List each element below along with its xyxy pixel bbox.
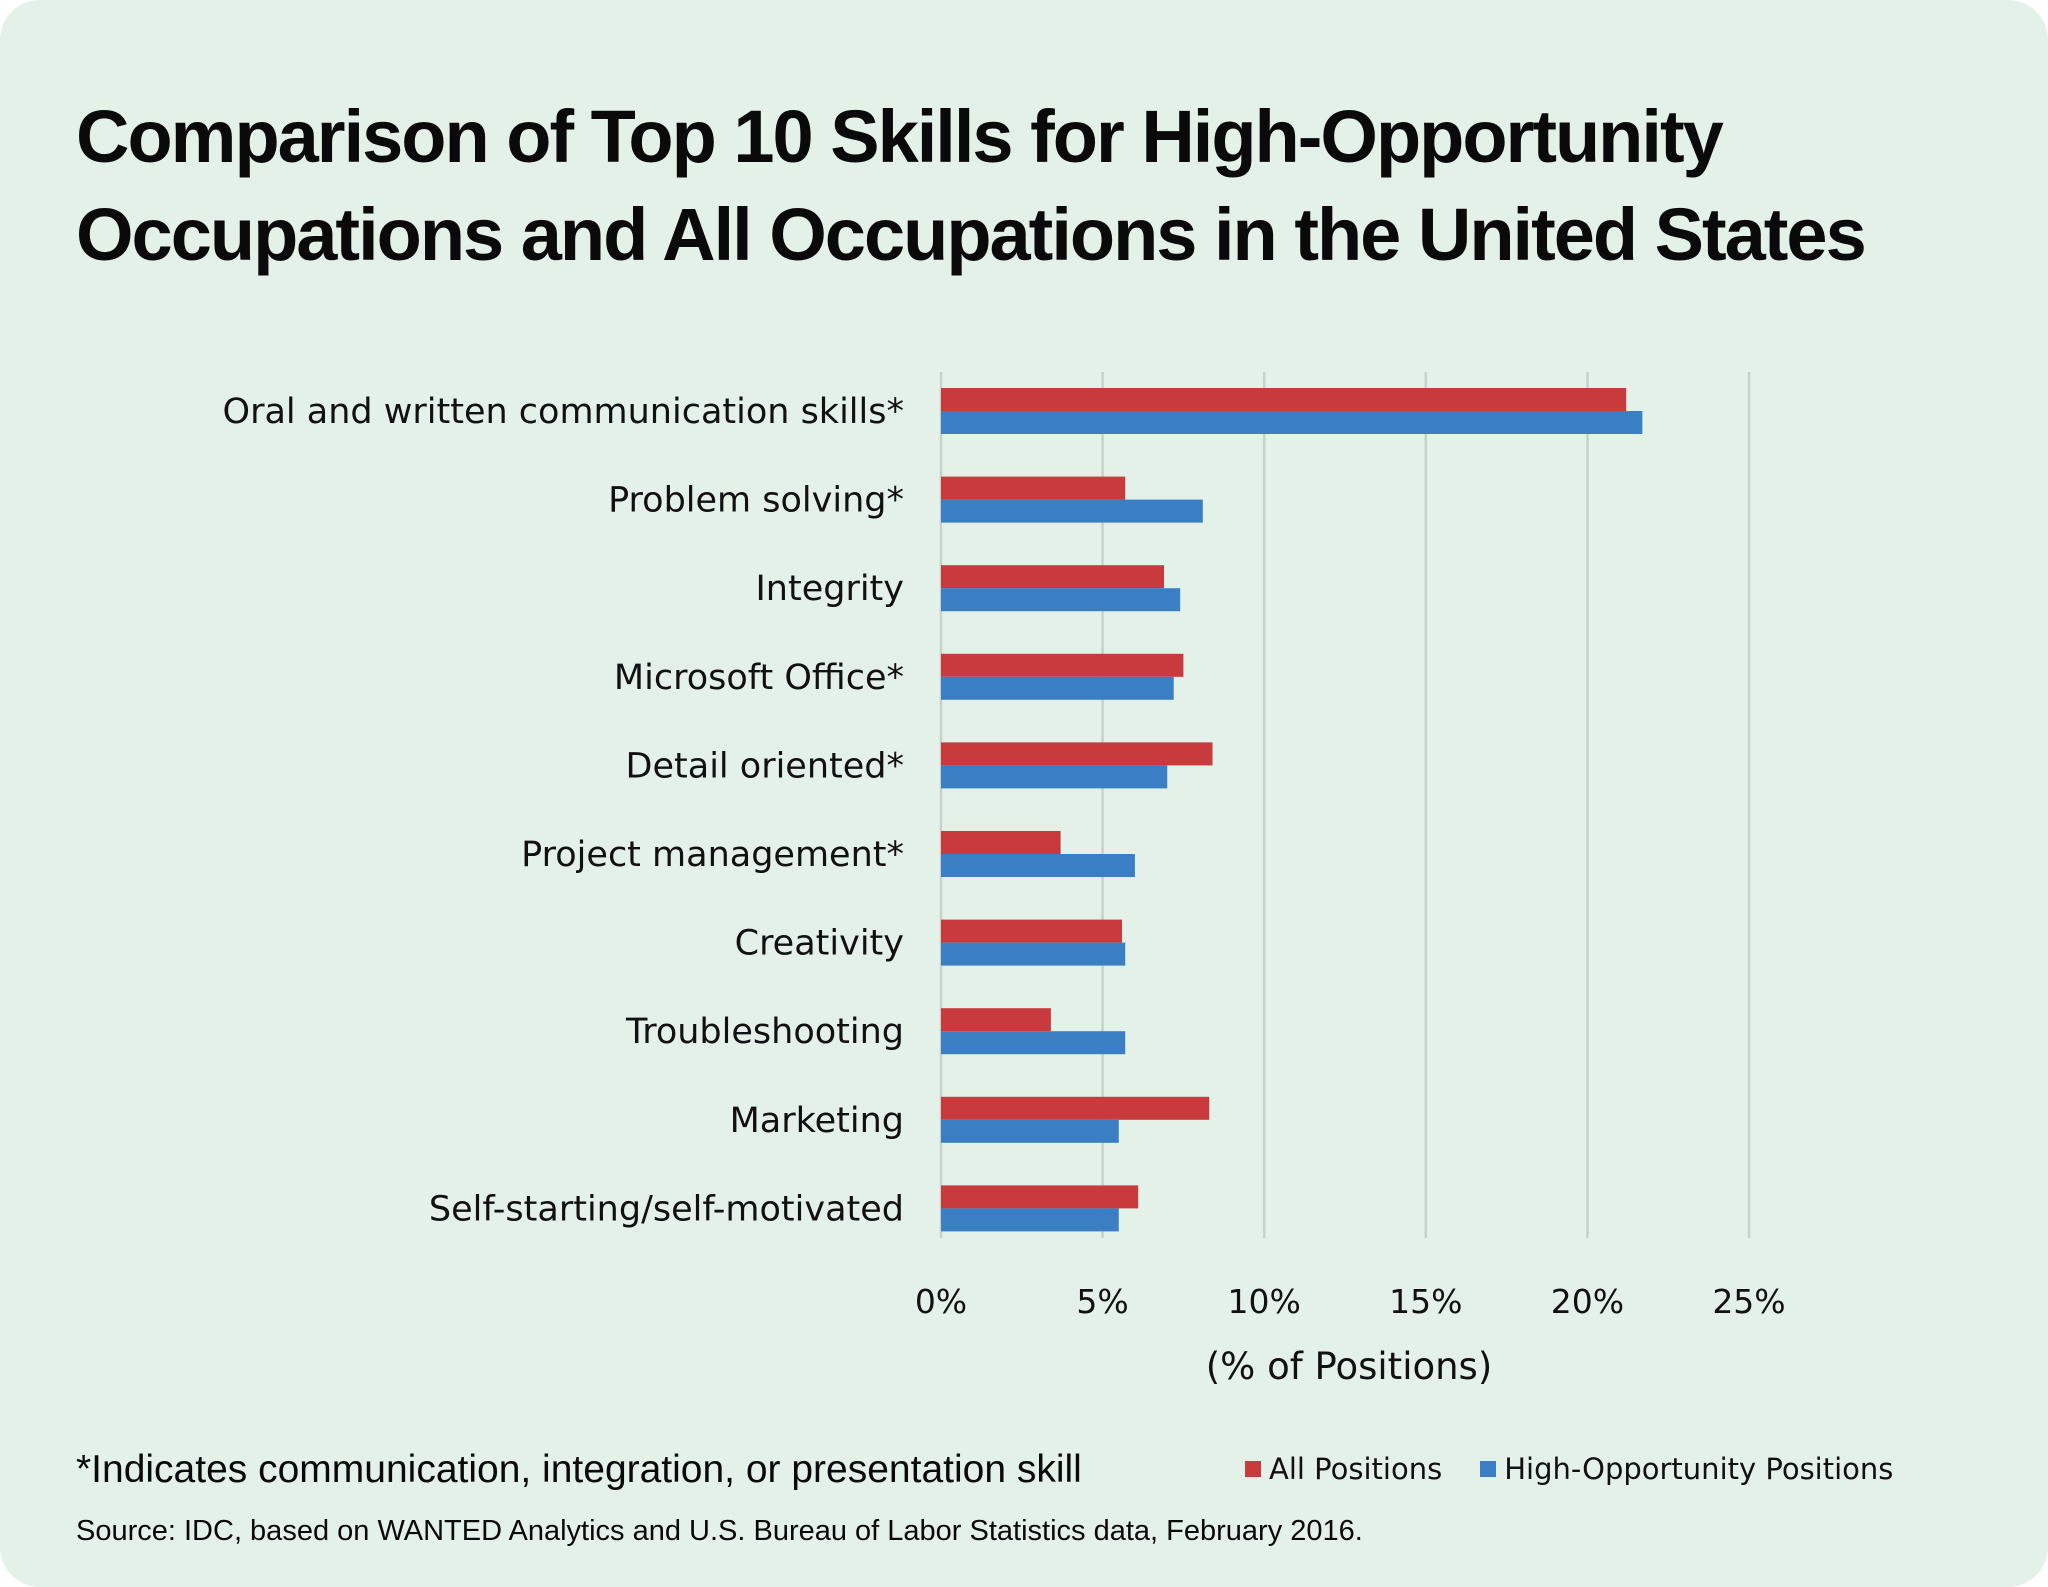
category-labels: Oral and written communication skills* Pr… [223,392,904,1229]
category-label: Troubleshooting [625,1012,904,1052]
bar-high-opportunity-3 [941,588,1181,612]
chart-title-line-2: Occupations and All Occupations in the U… [76,193,1867,276]
x-tick-label: 20% [1551,1282,1624,1321]
footnote: *Indicates communication, integration, o… [76,1448,1082,1491]
bar-all-positions-5 [941,742,1213,766]
bar-high-opportunity-5 [941,765,1168,789]
bar-all-positions-4 [941,653,1184,677]
legend-item-all-positions: All Positions [1245,1452,1442,1486]
legend-item-high-opportunity-positions: High-Opportunity Positions [1480,1452,1893,1486]
bar-all-positions-1 [941,388,1627,411]
bar-high-opportunity-10 [941,1208,1119,1232]
category-label: Creativity [735,924,904,964]
category-label: Marketing [730,1101,904,1141]
legend-swatch-all-positions [1245,1461,1261,1477]
x-tick-label: 0% [915,1282,967,1321]
category-label: Problem solving* [608,481,904,521]
bar-high-opportunity-4 [941,676,1174,700]
bar-high-opportunity-2 [941,499,1203,523]
bar-all-positions-3 [941,565,1165,589]
bar-high-opportunity-6 [941,854,1135,877]
bar-all-positions-2 [941,476,1126,500]
bar-high-opportunity-8 [941,1031,1126,1055]
legend-label-high-opportunity-positions: High-Opportunity Positions [1504,1452,1894,1486]
bars [941,388,1643,1232]
bar-all-positions-6 [941,831,1061,854]
bar-high-opportunity-9 [941,1119,1119,1143]
category-label: Microsoft Office* [614,658,904,698]
bar-all-positions-8 [941,1008,1051,1032]
source-note: Source: IDC, based on WANTED Analytics a… [76,1515,1363,1547]
category-label: Oral and written communication skills* [223,392,904,432]
category-label: Detail oriented* [626,746,904,786]
bar-all-positions-9 [941,1096,1210,1120]
x-tick-label: 15% [1389,1282,1462,1321]
x-tick-label: 10% [1228,1282,1301,1321]
category-label: Project management* [521,835,904,875]
bar-all-positions-10 [941,1185,1139,1209]
legend-label-all-positions: All Positions [1269,1452,1443,1486]
bar-all-positions-7 [941,919,1122,943]
x-axis-title: (% of Positions) [1206,1345,1493,1388]
chart-title-line-1: Comparison of Top 10 Skills for High-Opp… [76,95,1724,178]
bar-high-opportunity-7 [941,942,1126,966]
legend: All Positions High-Opportunity Positions [1245,1452,1931,1486]
legend-swatch-high-opportunity-positions [1480,1461,1497,1477]
category-label: Integrity [755,569,904,609]
x-tick-labels: 0% 5% 10% 15% 20% 25% [915,1282,1786,1321]
category-label: Self-starting/self-motivated [429,1189,904,1229]
bar-high-opportunity-1 [941,411,1643,434]
chart-title: Comparison of Top 10 Skills for High-Opp… [76,88,1976,284]
x-tick-label: 5% [1076,1282,1128,1321]
x-tick-label: 25% [1712,1282,1785,1321]
